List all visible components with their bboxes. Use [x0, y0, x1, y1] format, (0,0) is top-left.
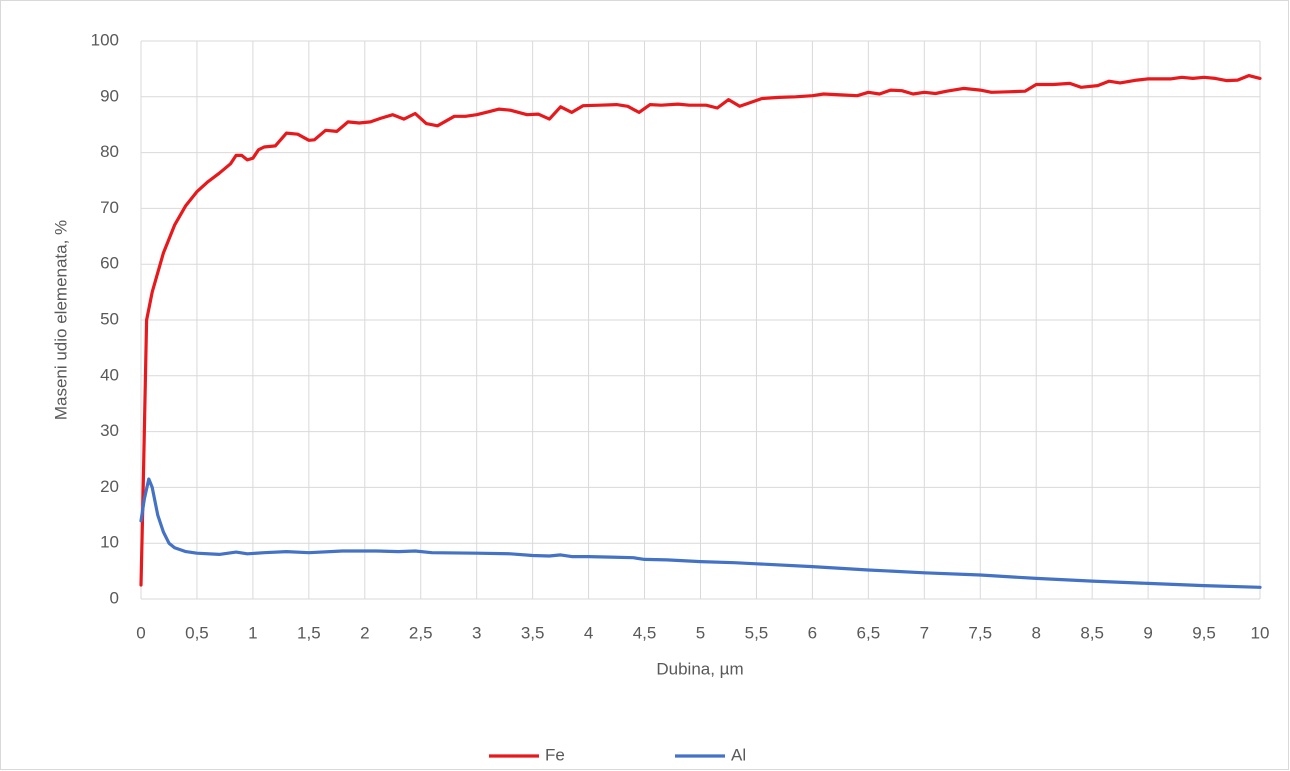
x-tick-label: 1	[248, 623, 257, 642]
x-tick-label: 3	[472, 623, 481, 642]
y-tick-label: 50	[100, 309, 119, 328]
legend-label: Fe	[545, 745, 565, 764]
x-tick-label: 8	[1031, 623, 1040, 642]
series-line	[139, 477, 1262, 589]
x-tick-label: 7	[920, 623, 929, 642]
x-tick-label: 5,5	[745, 623, 769, 642]
x-tick-label: 6,5	[857, 623, 881, 642]
legend-label: Al	[731, 745, 746, 764]
x-tick-label: 1,5	[297, 623, 321, 642]
y-axis-title: Maseni udio elemenata, %	[51, 220, 70, 420]
x-tick-label: 4,5	[633, 623, 657, 642]
x-tick-label: 4	[584, 623, 593, 642]
x-tick-label: 10	[1251, 623, 1270, 642]
y-tick-label: 90	[100, 86, 119, 105]
y-tick-label: 70	[100, 198, 119, 217]
y-tick-label: 40	[100, 365, 119, 384]
y-tick-label: 0	[110, 588, 119, 607]
x-axis-title: Dubina, µm	[656, 659, 743, 678]
x-tick-label: 2	[360, 623, 369, 642]
y-tick-label: 60	[100, 254, 119, 273]
y-tick-label: 10	[100, 533, 119, 552]
y-tick-label: 100	[91, 30, 119, 49]
x-tick-label: 9	[1143, 623, 1152, 642]
x-tick-label: 9,5	[1192, 623, 1216, 642]
x-tick-label: 5	[696, 623, 705, 642]
x-tick-label: 7,5	[968, 623, 992, 642]
y-tick-label: 20	[100, 477, 119, 496]
series-line	[139, 74, 1262, 587]
x-tick-label: 6	[808, 623, 817, 642]
x-tick-label: 8,5	[1080, 623, 1104, 642]
y-tick-label: 80	[100, 142, 119, 161]
x-tick-label: 3,5	[521, 623, 545, 642]
x-tick-label: 0,5	[185, 623, 209, 642]
y-tick-label: 30	[100, 421, 119, 440]
x-tick-label: 2,5	[409, 623, 433, 642]
x-tick-label: 0	[136, 623, 145, 642]
